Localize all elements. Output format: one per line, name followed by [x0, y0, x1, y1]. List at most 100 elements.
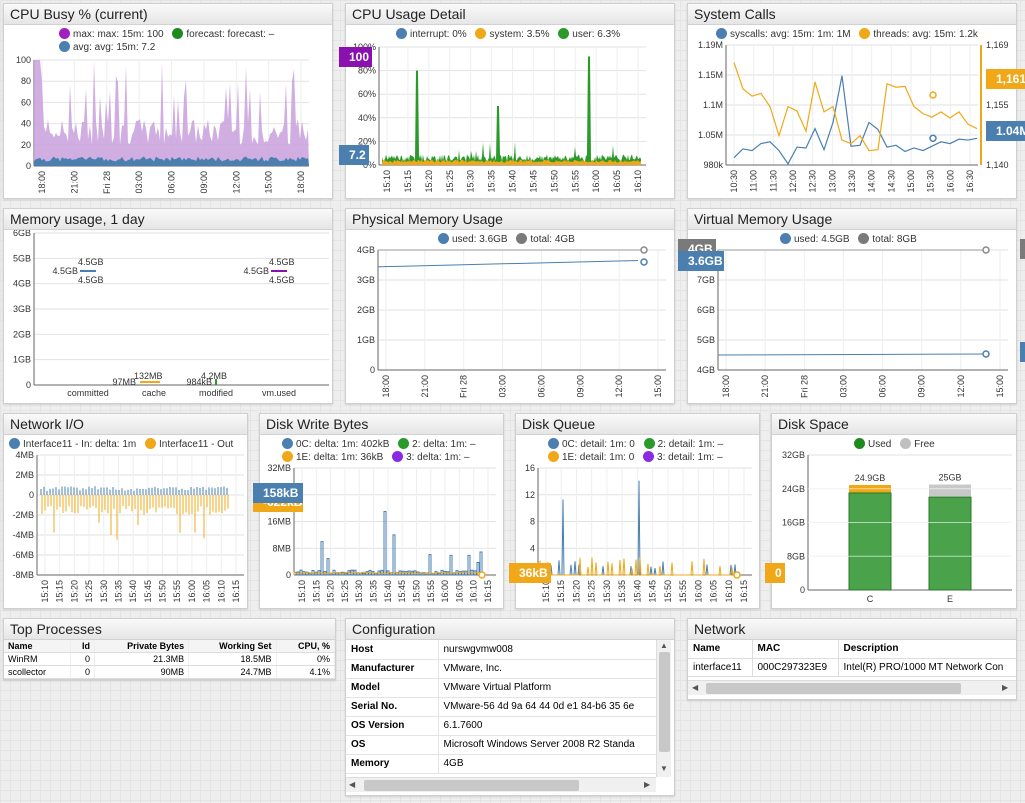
configuration-table: Host nurswgvmw008 Manufacturer VMware, Inc…	[346, 640, 656, 774]
cell: 18.5MB	[188, 652, 277, 666]
cell: 6.1.7600	[438, 716, 656, 736]
col-description[interactable]: Description	[838, 640, 1016, 659]
tick-label: 32GB	[782, 450, 805, 460]
scroll-right-icon[interactable]: ▶	[1002, 683, 1009, 692]
tick-label: 1.05M	[698, 130, 723, 140]
tick-label: 15:45	[648, 580, 658, 603]
tick-label: committed	[67, 388, 109, 398]
threads-tag: 1,161	[986, 69, 1025, 89]
net-in-tag: 158kB	[253, 483, 303, 503]
legend-2: 2: delta: 1m: –	[398, 438, 476, 450]
tick-label: 2GB	[357, 305, 375, 315]
tick-label: 8	[530, 517, 535, 527]
cpu-usage-panel: CPU Usage Detail interrupt: 0% system: 3…	[345, 3, 675, 199]
scroll-right-icon[interactable]: ▶	[644, 780, 651, 789]
panel-title: Configuration	[346, 619, 674, 640]
top-processes-panel: Top Processes Name Id Private Bytes Work…	[3, 618, 336, 680]
used-series-line	[717, 353, 987, 356]
col-name[interactable]: Name	[688, 640, 753, 659]
col-id[interactable]: Id	[70, 640, 96, 653]
tick-label: 15:30	[354, 580, 364, 603]
tick-label: 15:35	[113, 580, 123, 603]
tick-label: 0	[26, 161, 31, 171]
tick-label: 03:00	[498, 375, 508, 398]
panel-title: Disk Write Bytes	[260, 414, 503, 435]
tick-label: 15:10	[541, 580, 551, 603]
cell: 000C297323E9	[752, 658, 839, 677]
tick-label: 8GB	[787, 551, 805, 561]
1e-series-line	[293, 571, 481, 575]
tick-label: 132MB	[134, 371, 163, 381]
col-working-set[interactable]: Working Set	[188, 640, 277, 653]
tick-label: 24.9GB	[855, 473, 886, 483]
legend-free: Free	[900, 438, 935, 450]
tick-label: 15:30	[99, 580, 109, 603]
tick-label: 97MB	[112, 377, 136, 387]
tick-label: 15:00	[906, 170, 916, 193]
tick-label: 16:10	[724, 580, 734, 603]
table-row[interactable]: WinRM 0 21.3MB 18.5MB 0%	[4, 652, 336, 666]
cell: interface11	[688, 658, 753, 677]
tick-label: 80%	[358, 66, 376, 76]
tick-label: 7GB	[697, 275, 715, 285]
legend-0c: 0C: delta: 1m: 402kB	[282, 438, 389, 450]
tick-label: 1,140	[986, 160, 1009, 170]
virt-used-tag	[1020, 342, 1025, 362]
used-end-point	[982, 350, 990, 358]
col-cpu[interactable]: CPU, %	[276, 640, 336, 653]
legend-max: max: max: 15m: 100	[59, 28, 164, 40]
tick-label: 1.19M	[698, 40, 723, 50]
1e-series-line	[538, 557, 737, 576]
tick-label: 16:00	[187, 580, 197, 603]
tick-label: 16:05	[612, 170, 622, 193]
tick-label: 15:55	[426, 580, 436, 603]
processes-table: Name Id Private Bytes Working Set CPU, %…	[4, 640, 336, 679]
panel-title: Virtual Memory Usage	[688, 209, 1016, 230]
tick-label: 984kB	[186, 377, 212, 387]
col-name[interactable]: Name	[4, 640, 71, 653]
tick-label: 09:00	[917, 375, 927, 398]
tick-label: 0	[29, 490, 34, 500]
system-series-area	[382, 159, 641, 165]
table-row[interactable]: scollector 0 90MB 24.7MB 4.1%	[4, 665, 336, 679]
cell: 4GB	[438, 754, 656, 774]
panel-title: Network I/O	[4, 414, 247, 435]
tick-label: 4.5GB	[78, 275, 104, 285]
scroll-left-icon[interactable]: ◀	[692, 683, 699, 692]
scroll-down-icon[interactable]: ▼	[660, 764, 668, 773]
tick-label: 15:30	[466, 170, 476, 193]
tick-label: 1.15M	[698, 70, 723, 80]
tick-label: 10:30	[729, 170, 739, 193]
horizontal-scrollbar[interactable]: ◀ ▶	[346, 777, 656, 792]
col-mac[interactable]: MAC	[752, 640, 839, 659]
cell: 0	[70, 665, 96, 679]
tick-label: 06:00	[536, 375, 546, 398]
tick-label: 2GB	[13, 329, 31, 339]
tick-label: 16:05	[202, 580, 212, 603]
tick-label: 15:20	[424, 170, 434, 193]
chart-legend: Interface11 - In: delta: 1m Interface11 …	[9, 438, 233, 450]
horizontal-scrollbar[interactable]: ◀ ▶	[688, 680, 1016, 695]
tick-label: 15:20	[571, 580, 581, 603]
tick-label: 18:00	[381, 375, 391, 398]
tick-label: 16:30	[965, 170, 975, 193]
table-row[interactable]: interface11 000C297323E9 Intel(R) PRO/10…	[688, 658, 1016, 677]
tick-label: 4GB	[357, 245, 375, 255]
tick-label: 16GB	[782, 518, 805, 528]
vertical-scrollbar[interactable]: ▲ ▼	[656, 640, 671, 777]
col-private-bytes[interactable]: Private Bytes	[94, 640, 190, 653]
scroll-left-icon[interactable]: ◀	[349, 780, 356, 789]
memory-usage-chart: 6GB 5GB 4GB 3GB 2GB 1GB 0 committed cache modifie…	[13, 230, 329, 398]
cell: nurswgvmw008	[438, 640, 656, 660]
cpu-busy-chart: 100 80 60 40 20 0 18:00 21:00 Fri 28 03:00 06:00 09…	[16, 55, 309, 194]
cell: VMware-56 4d 9a 64 44 0d e1 84-b6 35 6e	[438, 697, 656, 717]
table-row: OS Microsoft Windows Server 2008 R2 Stand…	[346, 735, 656, 755]
scroll-up-icon[interactable]: ▲	[660, 641, 668, 650]
tick-label: 12	[525, 490, 535, 500]
free-bar	[929, 484, 971, 498]
total-end-point	[982, 246, 990, 254]
panel-title: CPU Usage Detail	[346, 4, 674, 25]
tick-label: 11:00	[749, 170, 759, 192]
tick-label: 1GB	[13, 355, 31, 365]
